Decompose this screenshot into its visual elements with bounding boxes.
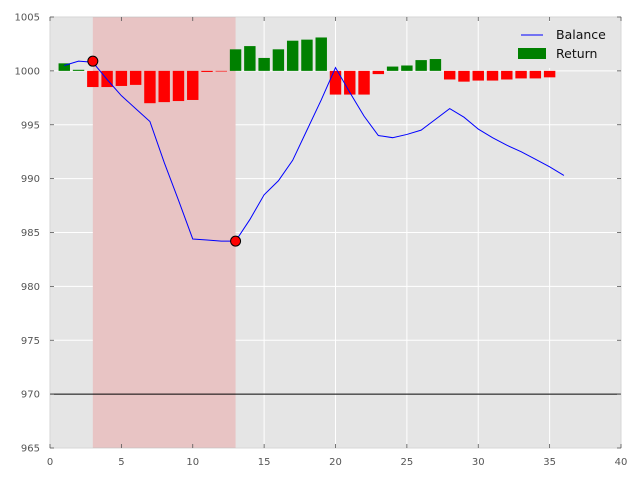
y-tick-label-1000: 1000 (15, 66, 40, 77)
bar-return-8 (158, 70, 170, 103)
bar-return-2 (72, 69, 85, 71)
y-tick-label-965: 965 (21, 444, 40, 455)
bar-return-20 (329, 70, 342, 95)
bar-return-30 (472, 70, 484, 81)
bar-series-return (58, 37, 556, 104)
bar-return-16 (272, 49, 285, 71)
bar-return-7 (144, 70, 156, 104)
axis-ticks: 0 5 10 15 20 25 30 35 40 965 970 975 980 985 990 995 100… (15, 13, 628, 469)
bar-return-5 (115, 70, 128, 86)
x-tick-label-5: 5 (118, 457, 124, 468)
x-tick-label-0: 0 (47, 457, 53, 468)
bar-return-22 (358, 70, 370, 95)
x-tick-label-10: 10 (186, 457, 199, 468)
bar-return-1 (58, 63, 70, 71)
bar-return-23 (372, 70, 385, 75)
bar-return-35 (543, 70, 556, 78)
bar-return-17 (286, 40, 299, 71)
bar-return-12 (215, 70, 228, 72)
legend-box (505, 22, 615, 68)
bar-return-28 (443, 70, 456, 80)
bar-return-9 (172, 70, 185, 102)
x-tick-label-40: 40 (615, 457, 628, 468)
bar-return-34 (529, 70, 542, 79)
y-tick-label-995: 995 (21, 120, 40, 131)
legend-label-return: Return (556, 46, 597, 61)
y-tick-label-970: 970 (21, 390, 40, 401)
bar-return-32 (501, 70, 513, 80)
bar-return-3 (87, 70, 99, 88)
legend-label-balance: Balance (556, 27, 606, 42)
bar-return-33 (515, 70, 527, 79)
y-tick-label-990: 990 (21, 174, 40, 185)
y-tick-label-1005: 1005 (15, 13, 40, 24)
bar-return-19 (315, 37, 327, 71)
line-series-balance (64, 60, 565, 242)
y-tick-label-980: 980 (21, 282, 40, 293)
legend: Balance Return (505, 22, 615, 68)
marker-2 (230, 235, 242, 247)
marker-layer (87, 55, 242, 247)
y-tick-label-975: 975 (21, 336, 40, 347)
bar-return-15 (258, 57, 270, 71)
bar-return-24 (386, 66, 399, 71)
bar-return-6 (129, 70, 142, 85)
bar-return-27 (429, 59, 442, 71)
bar-return-26 (415, 60, 427, 71)
bar-return-11 (201, 70, 213, 72)
balance-line (64, 60, 565, 242)
legend-return-swatch (518, 48, 546, 59)
bar-return-18 (301, 39, 313, 71)
bar-return-25 (401, 65, 413, 71)
x-tick-label-30: 30 (472, 457, 485, 468)
marker-1 (87, 55, 99, 67)
bar-return-13 (229, 49, 242, 71)
y-tick-label-985: 985 (21, 228, 40, 239)
bar-return-31 (486, 70, 499, 81)
bar-return-21 (344, 70, 356, 95)
bar-return-10 (187, 70, 199, 100)
x-tick-label-25: 25 (401, 457, 414, 468)
x-tick-label-35: 35 (543, 457, 556, 468)
x-tick-label-15: 15 (258, 457, 271, 468)
bar-return-29 (458, 70, 470, 82)
bar-return-14 (244, 46, 256, 71)
x-tick-label-20: 20 (329, 457, 342, 468)
